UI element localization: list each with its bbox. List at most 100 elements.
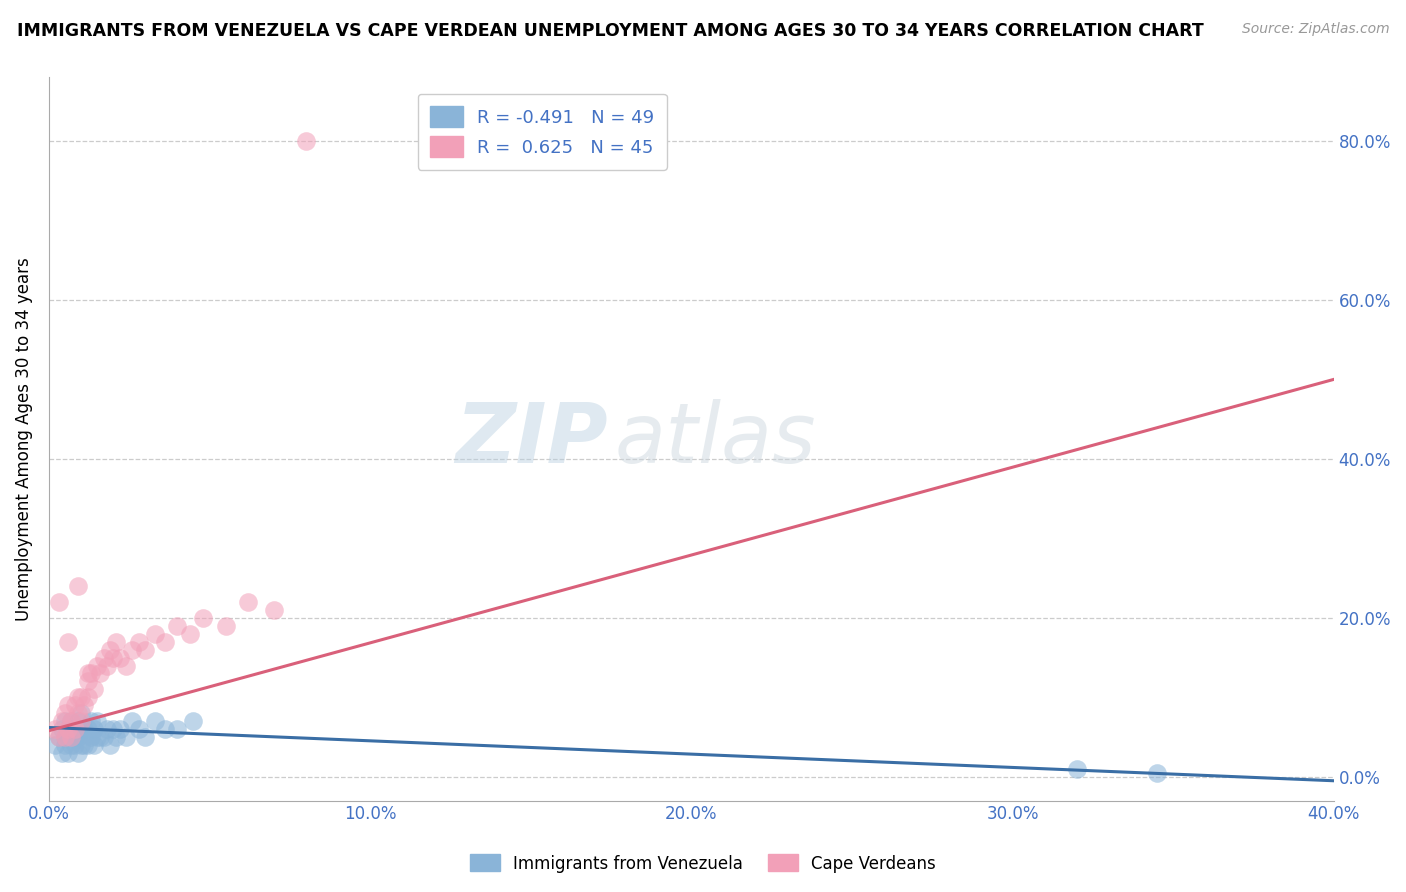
Point bbox=[76, 674, 98, 689]
Point bbox=[1146, 765, 1168, 780]
Point bbox=[236, 595, 259, 609]
Point bbox=[53, 706, 76, 721]
Point bbox=[166, 619, 188, 633]
Point bbox=[66, 706, 89, 721]
Point bbox=[58, 746, 80, 760]
Point bbox=[63, 722, 86, 736]
Text: IMMIGRANTS FROM VENEZUELA VS CAPE VERDEAN UNEMPLOYMENT AMONG AGES 30 TO 34 YEARS: IMMIGRANTS FROM VENEZUELA VS CAPE VERDEA… bbox=[17, 22, 1204, 40]
Point bbox=[80, 666, 103, 681]
Point bbox=[214, 619, 236, 633]
Point bbox=[134, 730, 156, 744]
Point bbox=[58, 634, 80, 648]
Point bbox=[115, 730, 138, 744]
Point bbox=[73, 698, 96, 713]
Point bbox=[179, 626, 201, 640]
Point bbox=[66, 579, 89, 593]
Point bbox=[76, 690, 98, 705]
Point bbox=[153, 722, 176, 736]
Point bbox=[60, 714, 83, 728]
Point bbox=[70, 706, 93, 721]
Point bbox=[108, 722, 131, 736]
Point bbox=[153, 634, 176, 648]
Y-axis label: Unemployment Among Ages 30 to 34 years: Unemployment Among Ages 30 to 34 years bbox=[15, 257, 32, 621]
Point bbox=[48, 730, 70, 744]
Point bbox=[60, 738, 83, 752]
Point bbox=[58, 722, 80, 736]
Point bbox=[53, 738, 76, 752]
Point bbox=[63, 730, 86, 744]
Point bbox=[183, 714, 205, 728]
Point bbox=[121, 642, 143, 657]
Point bbox=[1066, 762, 1088, 776]
Point bbox=[66, 730, 89, 744]
Point bbox=[128, 722, 150, 736]
Point bbox=[263, 603, 285, 617]
Point bbox=[63, 722, 86, 736]
Point bbox=[93, 650, 115, 665]
Point bbox=[70, 722, 93, 736]
Point bbox=[143, 626, 166, 640]
Point bbox=[60, 722, 83, 736]
Point bbox=[73, 738, 96, 752]
Point bbox=[66, 690, 89, 705]
Point bbox=[70, 738, 93, 752]
Point bbox=[134, 642, 156, 657]
Point bbox=[86, 658, 108, 673]
Point bbox=[53, 714, 76, 728]
Point bbox=[96, 722, 118, 736]
Point bbox=[66, 714, 89, 728]
Point bbox=[83, 738, 105, 752]
Point bbox=[108, 650, 131, 665]
Point bbox=[103, 650, 125, 665]
Point bbox=[98, 738, 121, 752]
Point bbox=[44, 722, 66, 736]
Point bbox=[76, 738, 98, 752]
Point bbox=[86, 730, 108, 744]
Point bbox=[89, 666, 111, 681]
Legend: Immigrants from Venezuela, Cape Verdeans: Immigrants from Venezuela, Cape Verdeans bbox=[463, 847, 943, 880]
Point bbox=[96, 658, 118, 673]
Point bbox=[295, 134, 318, 148]
Point bbox=[70, 690, 93, 705]
Text: ZIP: ZIP bbox=[456, 399, 607, 480]
Point bbox=[48, 595, 70, 609]
Point bbox=[44, 738, 66, 752]
Point bbox=[58, 722, 80, 736]
Point bbox=[58, 730, 80, 744]
Point bbox=[53, 730, 76, 744]
Point bbox=[105, 730, 128, 744]
Point bbox=[53, 730, 76, 744]
Point bbox=[121, 714, 143, 728]
Point bbox=[63, 738, 86, 752]
Text: atlas: atlas bbox=[614, 399, 815, 480]
Point bbox=[143, 714, 166, 728]
Point bbox=[76, 666, 98, 681]
Point bbox=[73, 722, 96, 736]
Point bbox=[93, 730, 115, 744]
Point bbox=[51, 722, 73, 736]
Point bbox=[128, 634, 150, 648]
Text: Source: ZipAtlas.com: Source: ZipAtlas.com bbox=[1241, 22, 1389, 37]
Point bbox=[70, 714, 93, 728]
Point bbox=[51, 746, 73, 760]
Point bbox=[98, 642, 121, 657]
Point bbox=[83, 682, 105, 697]
Point bbox=[89, 730, 111, 744]
Point bbox=[191, 611, 214, 625]
Point bbox=[76, 722, 98, 736]
Point bbox=[51, 714, 73, 728]
Point bbox=[58, 698, 80, 713]
Point bbox=[66, 746, 89, 760]
Point bbox=[60, 714, 83, 728]
Point bbox=[60, 730, 83, 744]
Point bbox=[83, 722, 105, 736]
Point bbox=[80, 730, 103, 744]
Point bbox=[63, 698, 86, 713]
Point bbox=[86, 714, 108, 728]
Point bbox=[105, 634, 128, 648]
Point bbox=[48, 730, 70, 744]
Point bbox=[80, 714, 103, 728]
Point bbox=[166, 722, 188, 736]
Point bbox=[115, 658, 138, 673]
Point bbox=[103, 722, 125, 736]
